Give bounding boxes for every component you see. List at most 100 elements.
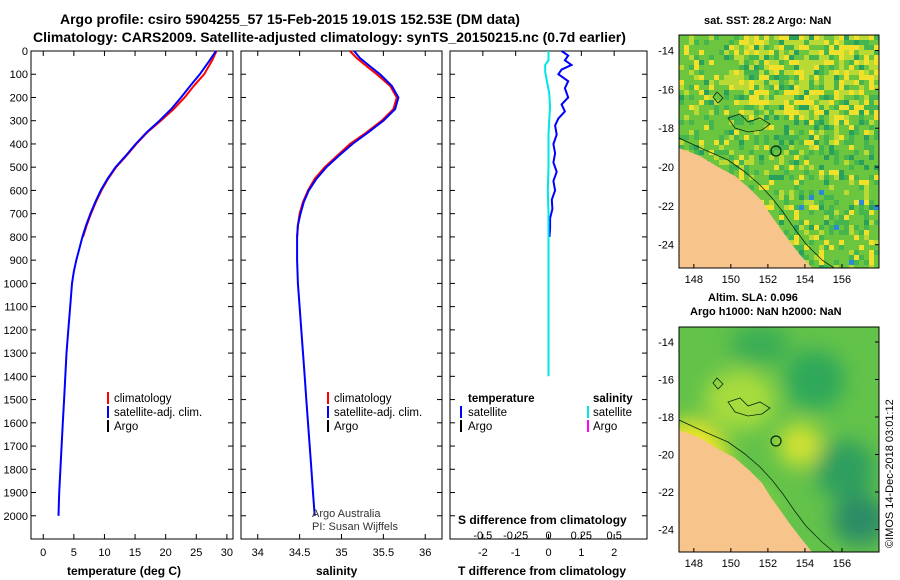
- x-tick-label: 20: [160, 547, 172, 559]
- depth-tick-label: 1300: [4, 348, 28, 360]
- legend-temperature-title: temperature: [468, 393, 534, 405]
- salinity-panel: 34 34.5 35 35.5 36 salinity climatology sate…: [240, 50, 443, 578]
- coastline-land: [679, 148, 812, 268]
- temperature-panel: 0100200300400500600700800900100011001200…: [4, 46, 234, 578]
- map-y-tick-label: -18: [658, 412, 674, 424]
- legend-t-argo-label: Argo: [468, 421, 492, 433]
- profile-marker: [770, 145, 782, 157]
- sst-map-title: sat. SST: 28.2 Argo: NaN: [704, 15, 831, 27]
- map-y-tick-label: -14: [658, 46, 674, 58]
- map-y-tick-label: -22: [658, 487, 674, 499]
- map-y-tick-label: -20: [658, 450, 674, 462]
- depth-tick-label: 1500: [4, 395, 28, 407]
- series-line-satellite-adj-clim-: [57, 50, 217, 516]
- s-diff-tick-label: 0: [545, 530, 551, 542]
- x-tick-label: 34.5: [289, 547, 310, 559]
- title-line-1: Argo profile: csiro 5904255_57 15-Feb-20…: [60, 11, 520, 27]
- x-tick-label: -2: [478, 547, 488, 559]
- series-line-satellite-adj-clim-: [296, 50, 400, 516]
- depth-tick-label: 1100: [4, 302, 28, 314]
- legend-s-satellite-label: satellite: [593, 407, 632, 419]
- shelf-contour: [679, 419, 835, 552]
- sst-map-axes: 148 150 152 154 156 -14 -16 -18 -20 -22 -24: [658, 46, 879, 286]
- depth-axis: 0 100 200 300 400 500 600 700 800 900 1000 1100 1200…: [4, 46, 233, 523]
- legend-climatology-label: climatology: [334, 393, 392, 405]
- map-x-tick-label: 148: [685, 558, 703, 570]
- shelf-contour: [679, 137, 835, 268]
- map-x-tick-label: 154: [796, 274, 814, 286]
- s-diff-tick-label: 0.5: [607, 530, 622, 542]
- salinity-frame: [240, 50, 443, 540]
- sla-map-axes: 148 150 152 154 156 -14 -16 -18 -20 -22 -24: [658, 337, 879, 570]
- difference-panel: -2 -1 0 1 2 -0.5 -0.25 0 0.25 0.5 T difference f…: [449, 50, 648, 578]
- temperature-frame: [30, 50, 234, 540]
- map-y-tick-label: -18: [658, 123, 674, 135]
- map-x-tick-label: 150: [722, 558, 740, 570]
- map-x-tick-label: 152: [759, 274, 777, 286]
- depth-tick-label: 300: [10, 116, 28, 128]
- depth-tick-label: 1700: [4, 441, 28, 453]
- s-diff-tick-label: 0.25: [571, 530, 592, 542]
- temperature-legend: climatology satellite-adj. clim. Argo: [107, 392, 202, 433]
- map-y-tick-label: -24: [658, 240, 674, 252]
- difference-series: [544, 50, 574, 377]
- depth-tick-label: 1000: [4, 278, 28, 290]
- salinity-series: [296, 50, 400, 516]
- map-y-tick-label: -24: [658, 525, 674, 537]
- series-line-s-satellite: [544, 51, 552, 377]
- copyright-footer: ©IMOS 14-Dec-2018 03:01:12: [884, 399, 896, 548]
- sst-map-panel: sat. SST: 28.2 Argo: NaN 148 150 152 154 156…: [658, 15, 880, 286]
- map-x-tick-label: 150: [722, 274, 740, 286]
- s-diff-tick-label: -0.25: [503, 530, 528, 542]
- map-x-tick-label: 154: [796, 558, 814, 570]
- profile-marker: [770, 435, 782, 447]
- legend-argo-label: Argo: [334, 421, 358, 433]
- map-y-tick-label: -16: [658, 375, 674, 387]
- legend-argo-label: Argo: [114, 421, 138, 433]
- series-line-t-satellite: [548, 50, 574, 237]
- depth-tick-label: 500: [10, 162, 28, 174]
- map-y-tick-label: -16: [658, 84, 674, 96]
- salinity-legend: climatology satellite-adj. clim. Argo: [327, 392, 422, 433]
- depth-tick-label: 0: [22, 46, 28, 58]
- difference-axis-label: T difference from climatology: [458, 564, 626, 578]
- credit-line-1: Argo Australia: [312, 508, 381, 520]
- salinity-difference-axis-label: S difference from climatology: [458, 513, 627, 527]
- s-diff-tick-label: -0.5: [473, 530, 492, 542]
- map-x-tick-label: 152: [759, 558, 777, 570]
- depth-tick-label: 200: [10, 92, 28, 104]
- temperature-series: [57, 50, 218, 516]
- salinity-axis-label: salinity: [316, 564, 358, 578]
- x-tick-label: 30: [221, 547, 233, 559]
- title-line-2: Climatology: CARS2009. Satellite-adjuste…: [33, 29, 626, 45]
- legend-salinity-title: salinity: [593, 393, 633, 405]
- difference-legend: temperature salinity satellite Argo sate…: [460, 393, 633, 433]
- x-tick-label: 35: [335, 547, 347, 559]
- legend-climatology-label: climatology: [114, 393, 172, 405]
- legend-t-satellite-label: satellite: [468, 407, 507, 419]
- map-y-tick-label: -20: [658, 162, 674, 174]
- reef-outline: [712, 377, 771, 417]
- legend-s-argo-label: Argo: [593, 421, 617, 433]
- x-tick-label: 34: [252, 547, 264, 559]
- map-y-tick-label: -14: [658, 337, 674, 349]
- x-tick-label: 5: [71, 547, 77, 559]
- x-tick-label: 10: [98, 547, 110, 559]
- x-tick-label: 2: [611, 547, 617, 559]
- salinity-x-axis: 34 34.5 35 35.5 36: [241, 50, 442, 559]
- sla-map-title-1: Altim. SLA: 0.096: [708, 292, 798, 304]
- depth-tick-label: 1400: [4, 371, 28, 383]
- depth-tick-label: 2000: [4, 511, 28, 523]
- salinity-difference-axis: -0.5 -0.25 0 0.25 0.5: [473, 530, 621, 542]
- map-x-tick-label: 148: [685, 274, 703, 286]
- x-tick-label: 0: [40, 547, 46, 559]
- sla-map-title-2: Argo h1000: NaN h2000: NaN: [690, 306, 842, 318]
- depth-tick-label: 900: [10, 255, 28, 267]
- depth-tick-label: 700: [10, 209, 28, 221]
- coastline-land: [679, 430, 812, 552]
- depth-tick-label: 1200: [4, 325, 28, 337]
- x-tick-label: 15: [129, 547, 141, 559]
- map-y-tick-label: -22: [658, 201, 674, 213]
- depth-tick-label: 100: [10, 69, 28, 81]
